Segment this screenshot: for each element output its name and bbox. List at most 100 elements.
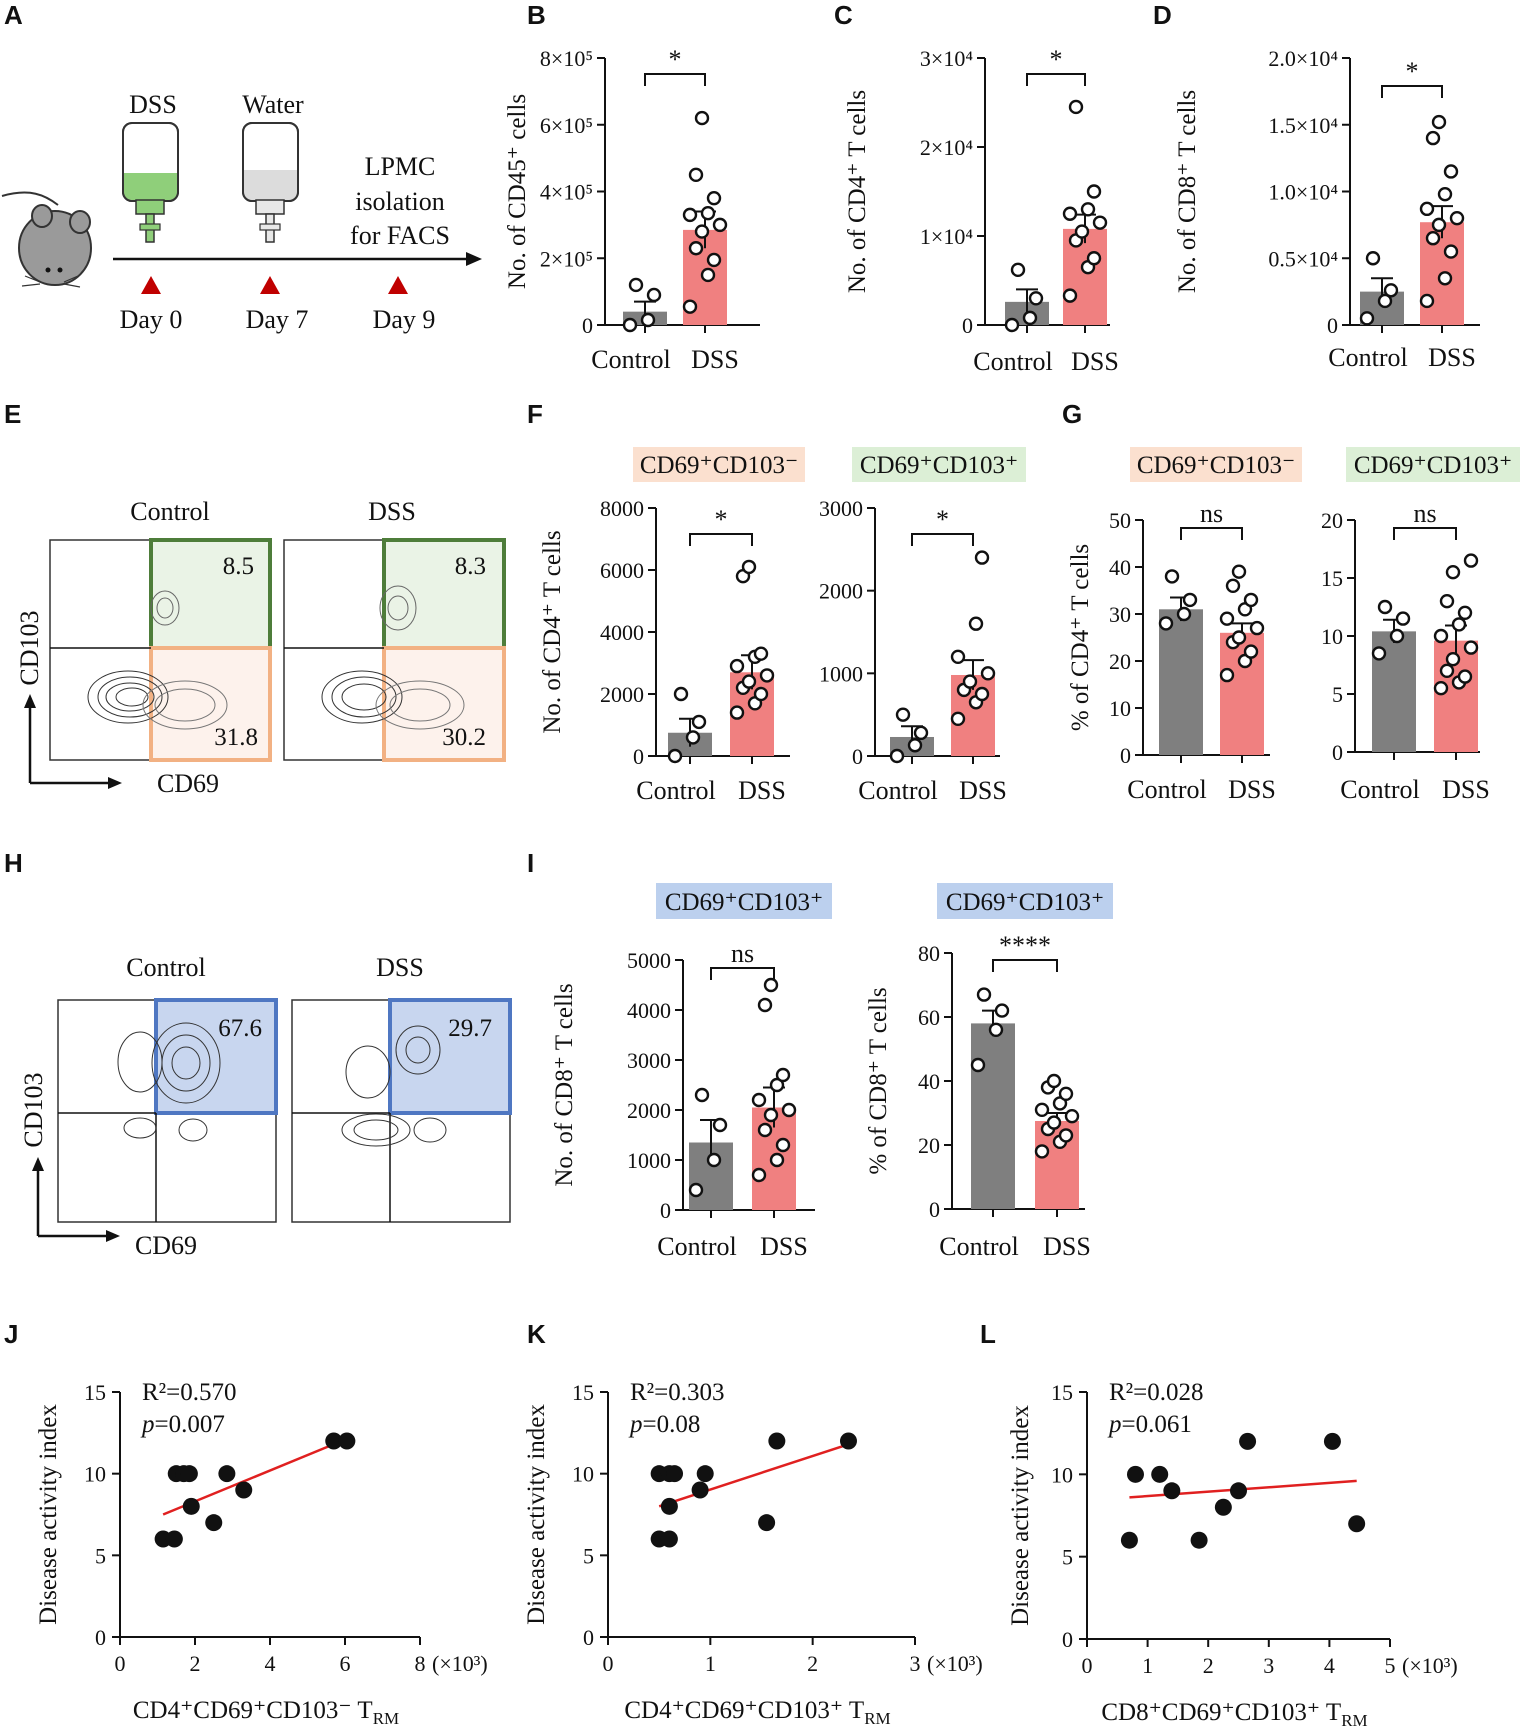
chart-d-cd8: 0 0.5×10⁴ 1.0×10⁴ 1.5×10⁴ 2.0×10⁴ * Control DSS… (1174, 46, 1480, 372)
K-y-tick-label: 5 (583, 1543, 594, 1568)
L-x-axis-title-main: CD8⁺CD69⁺CD103⁺ T (1101, 1699, 1341, 1726)
J-x-tick-label: 2 (190, 1651, 201, 1676)
B-y-tick-label: 2×10⁵ (540, 246, 593, 271)
flow-e-control-plot: 8.5 31.8 (49, 538, 272, 762)
chart-j-scatter: 0 5 10 15 0 2 4 6 8 (×10³) R²=0.570 p=0.007 Disease … (35, 1379, 488, 1726)
C-category-control: Control (973, 347, 1052, 376)
F1-data-point (673, 686, 689, 702)
G2-data-point (1377, 599, 1393, 615)
K-x-unit: (×10³) (927, 1651, 983, 1676)
chart-g-cd4-cd103pos-pct: 0 5 10 15 20 ns Control DSS (1321, 499, 1490, 804)
I2-data-point (1046, 1115, 1062, 1130)
I1-significance-label: ns (731, 939, 754, 968)
G1-data-point (1225, 578, 1241, 593)
I2-significance-bracket (992, 959, 1058, 972)
chart-k-scatter: 0 5 10 15 0 1 2 3 (×10³) R²=0.303 p=0.08 Disease ac… (523, 1379, 983, 1726)
K-x-axis-title: CD4⁺CD69⁺CD103⁺ TRM (624, 1697, 890, 1726)
C-data-point (1068, 99, 1084, 115)
B-data-point (700, 205, 716, 221)
J-x-axis-title-main: CD4⁺CD69⁺CD103⁻ T (133, 1697, 373, 1724)
F1-data-point (685, 730, 701, 745)
flow-e-dss-upper-gate (382, 538, 506, 650)
flow-h-dss-title: DSS (376, 953, 424, 982)
J-r-squared: R²=0.570 (142, 1379, 237, 1406)
I1-y-axis-title: No. of CD8⁺ T cells (551, 983, 578, 1186)
L-data-point (1323, 1432, 1341, 1450)
D-data-point (1419, 201, 1435, 217)
C-data-point (1062, 206, 1078, 221)
G1-significance-bracket (1180, 527, 1243, 540)
C-data-point (1028, 291, 1044, 306)
G2-data-point (1457, 605, 1473, 620)
F2-data-point (889, 748, 905, 764)
flow-h-control-value: 67.6 (218, 1015, 262, 1042)
J-data-point (325, 1432, 343, 1450)
G2-category-dss: DSS (1442, 775, 1490, 804)
L-y-axis-title: Disease activity index (1007, 1405, 1034, 1626)
chart-f-cd4-cd103neg: 0 2000 4000 6000 8000 * Control DSS No. of CD4⁺ … (539, 496, 790, 805)
G1-category-dss: DSS (1228, 775, 1276, 804)
B-significance-label: * (669, 45, 682, 74)
G2-y-tick-label: 0 (1332, 740, 1343, 765)
panel-letter-e: E (4, 399, 21, 429)
day-0-label: Day 0 (120, 305, 183, 334)
F1-data-point (691, 714, 707, 730)
G1-y-tick-label: 10 (1109, 696, 1131, 721)
D-y-tick-label: 2.0×10⁴ (1268, 46, 1338, 71)
D-data-point (1425, 130, 1441, 146)
K-x-tick-label: 3 (910, 1651, 921, 1676)
panel-letter-j: J (4, 1319, 18, 1349)
L-y-tick-label: 5 (1062, 1545, 1073, 1570)
flow-e-dss-title: DSS (368, 497, 416, 526)
flow-e-x-axis: CD69 (157, 769, 219, 798)
G2-y-tick-label: 5 (1332, 682, 1343, 707)
C-data-point (1022, 310, 1038, 326)
J-data-point (218, 1465, 236, 1483)
panel-letter-d: D (1153, 0, 1172, 30)
lpmc-line-2: isolation (355, 187, 445, 216)
J-data-point (338, 1432, 356, 1450)
flow-h-dss-plot: 29.7 (291, 998, 512, 1223)
G1-y-tick-label: 0 (1120, 743, 1131, 768)
L-p-value: =0.061 (1122, 1411, 1192, 1438)
L-y-tick-label: 15 (1051, 1380, 1073, 1405)
flow-e-control-upper-value: 8.5 (223, 553, 254, 580)
I1-data-point (712, 1117, 728, 1133)
chart-i-cd8-pct: 0 20 40 60 80 **** Control DSS % of CD8⁺ T cells (865, 931, 1091, 1261)
flow-e-control-lower-value: 31.8 (214, 724, 258, 751)
C-data-point (1004, 317, 1020, 333)
K-regression-line (658, 1443, 849, 1508)
chart-f-cd4-cd103pos: 0 1000 2000 3000 * Control DSS (819, 496, 1007, 805)
I1-data-point (763, 1107, 779, 1123)
flow-e-dss-upper-value: 8.3 (455, 553, 486, 580)
I1-data-point (769, 1152, 785, 1168)
B-data-point (712, 217, 728, 233)
chart-c-cd4: 0 1×10⁴ 2×10⁴ 3×10⁴ * Control DSS No. of CD4⁺ T… (844, 45, 1119, 376)
G2-y-tick-label: 10 (1321, 624, 1343, 649)
D-data-point (1437, 186, 1453, 202)
G1-data-point (1164, 569, 1180, 584)
L-data-point (1239, 1432, 1257, 1450)
J-x-tick-label: 6 (340, 1651, 351, 1676)
lpmc-line-1: LPMC (365, 152, 436, 181)
F2-significance-label: * (936, 505, 949, 534)
B-data-point (700, 267, 716, 283)
I2-y-tick-label: 0 (929, 1197, 940, 1222)
panel-letter-f: F (527, 399, 543, 429)
K-y-axis-title: Disease activity index (523, 1404, 550, 1625)
J-data-point (182, 1497, 200, 1515)
I1-data-point (769, 1077, 785, 1093)
J-y-axis-title: Disease activity index (35, 1404, 62, 1625)
L-p-symbol: p (1107, 1411, 1122, 1438)
F2-data-point (950, 649, 966, 664)
G1-data-point (1219, 611, 1235, 626)
F2-category-dss: DSS (959, 776, 1007, 805)
B-significance-bracket (644, 73, 706, 86)
I1-data-point (757, 1122, 773, 1138)
F1-y-axis-title: No. of CD4⁺ T cells (539, 530, 566, 733)
L-x-unit: (×10³) (1402, 1653, 1458, 1678)
flow-e-dss-lower-gate (382, 646, 506, 762)
day-9-label: Day 9 (373, 305, 436, 334)
D-y-tick-label: 1.5×10⁴ (1268, 113, 1338, 138)
G1-data-point (1176, 606, 1192, 622)
